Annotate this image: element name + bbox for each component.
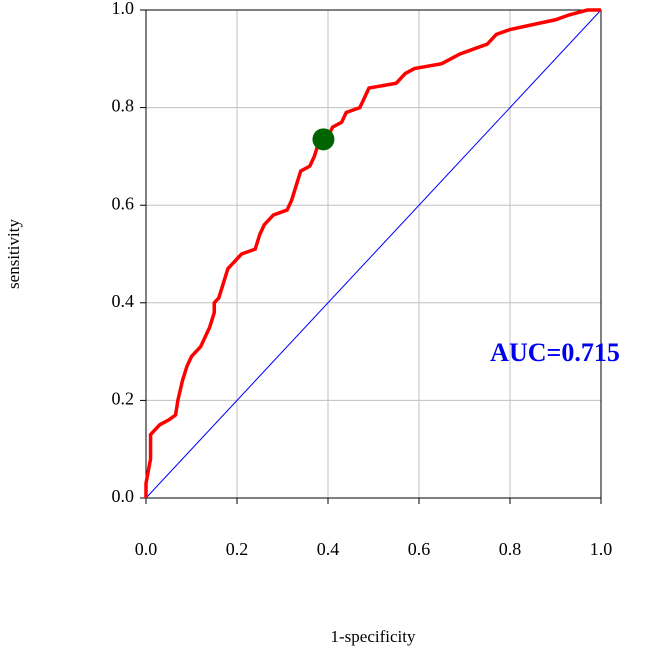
x-tick-label: 1.0 [590, 539, 613, 559]
y-tick-label: 0.8 [112, 96, 135, 116]
x-axis-title: 1-specificity [331, 627, 416, 646]
y-tick-label: 0.0 [112, 486, 135, 506]
y-axis-title: sensitivity [4, 219, 23, 289]
y-tick-label: 0.6 [112, 193, 135, 213]
x-tick-label: 0.4 [317, 539, 340, 559]
y-tick-label: 1.0 [112, 0, 135, 18]
auc-annotation: AUC=0.715 [490, 338, 620, 367]
plot-frame [145, 9, 602, 499]
x-tick-label: 0.6 [408, 539, 431, 559]
x-tick-label: 0.2 [226, 539, 249, 559]
y-tick-label: 0.2 [112, 389, 135, 409]
y-tick-label: 0.4 [112, 291, 135, 311]
x-tick-label: 0.8 [499, 539, 522, 559]
cutoff-point [312, 128, 335, 151]
roc-curve [144, 8, 601, 498]
reference-line [145, 9, 602, 499]
x-tick-label: 0.0 [135, 539, 158, 559]
